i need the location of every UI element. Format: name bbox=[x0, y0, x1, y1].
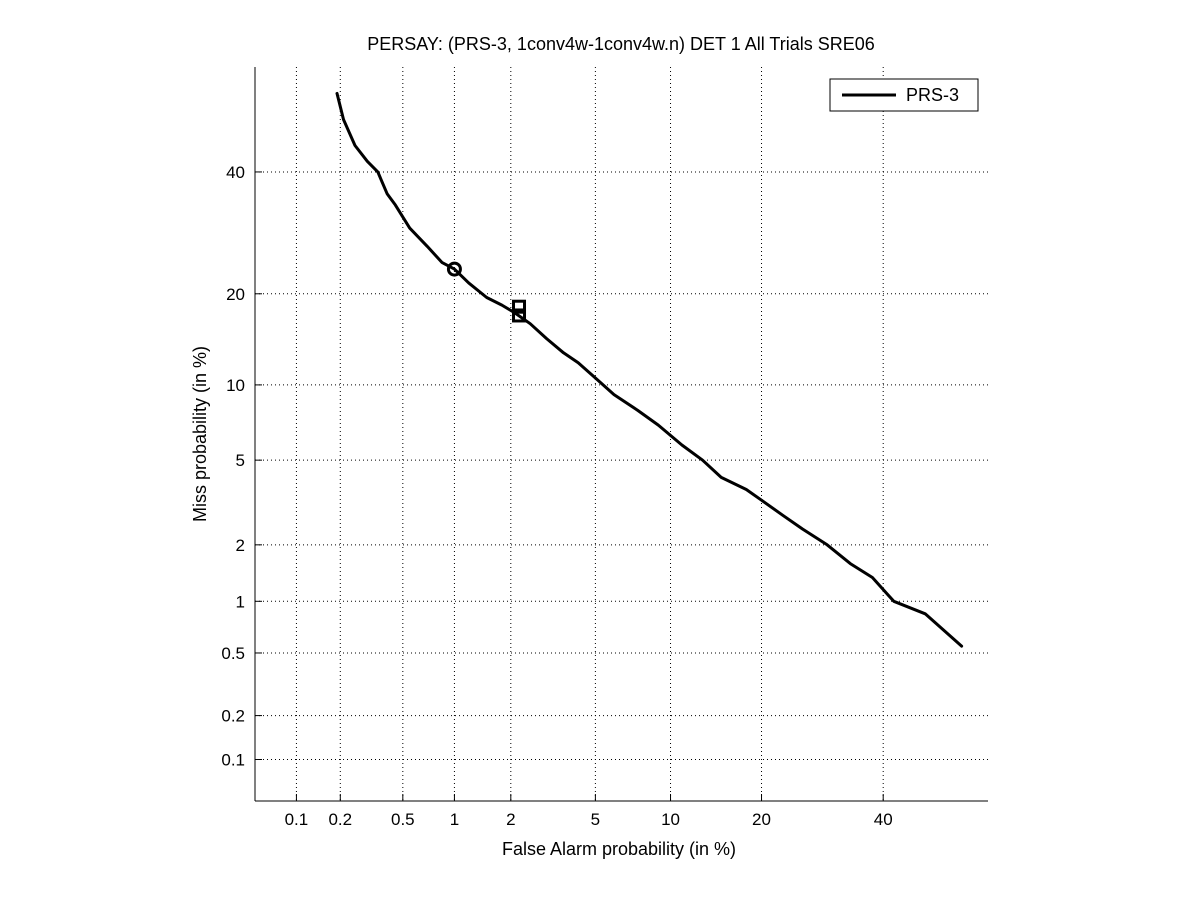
y-tick-label: 40 bbox=[226, 163, 245, 182]
x-tick-label: 0.1 bbox=[285, 810, 309, 829]
operating-point-square bbox=[512, 308, 527, 323]
y-tick-label: 0.5 bbox=[221, 644, 245, 663]
x-tick-label: 2 bbox=[506, 810, 515, 829]
chart-title: PERSAY: (PRS-3, 1conv4w-1conv4w.n) DET 1… bbox=[367, 34, 875, 54]
x-tick-label: 0.2 bbox=[328, 810, 352, 829]
x-tick-label: 10 bbox=[661, 810, 680, 829]
operating-point-circle bbox=[446, 261, 462, 277]
x-tick-label: 5 bbox=[591, 810, 600, 829]
y-tick-label: 10 bbox=[226, 376, 245, 395]
legend-label: PRS-3 bbox=[906, 85, 959, 105]
y-tick-label: 5 bbox=[236, 451, 245, 470]
y-tick-label: 0.1 bbox=[221, 751, 245, 770]
plot-area: 0.1 0.2 0.5 1 2 5 10 20 40 0.1 0.2 0.5 1 2 5 10 20 40 PRS-… bbox=[221, 67, 988, 829]
y-tick-label: 2 bbox=[236, 536, 245, 555]
operating-point-square bbox=[512, 299, 527, 314]
y-tick-label: 0.2 bbox=[221, 707, 245, 726]
x-tick-label: 40 bbox=[874, 810, 893, 829]
series-line-prs-3 bbox=[335, 91, 964, 648]
x-tick-label: 0.5 bbox=[391, 810, 415, 829]
y-axis-label: Miss probability (in %) bbox=[190, 346, 210, 522]
y-tick-label: 1 bbox=[236, 592, 245, 611]
x-tick-label: 1 bbox=[450, 810, 459, 829]
x-axis-label: False Alarm probability (in %) bbox=[502, 839, 736, 859]
x-tick-label: 20 bbox=[752, 810, 771, 829]
y-tick-label: 20 bbox=[226, 285, 245, 304]
